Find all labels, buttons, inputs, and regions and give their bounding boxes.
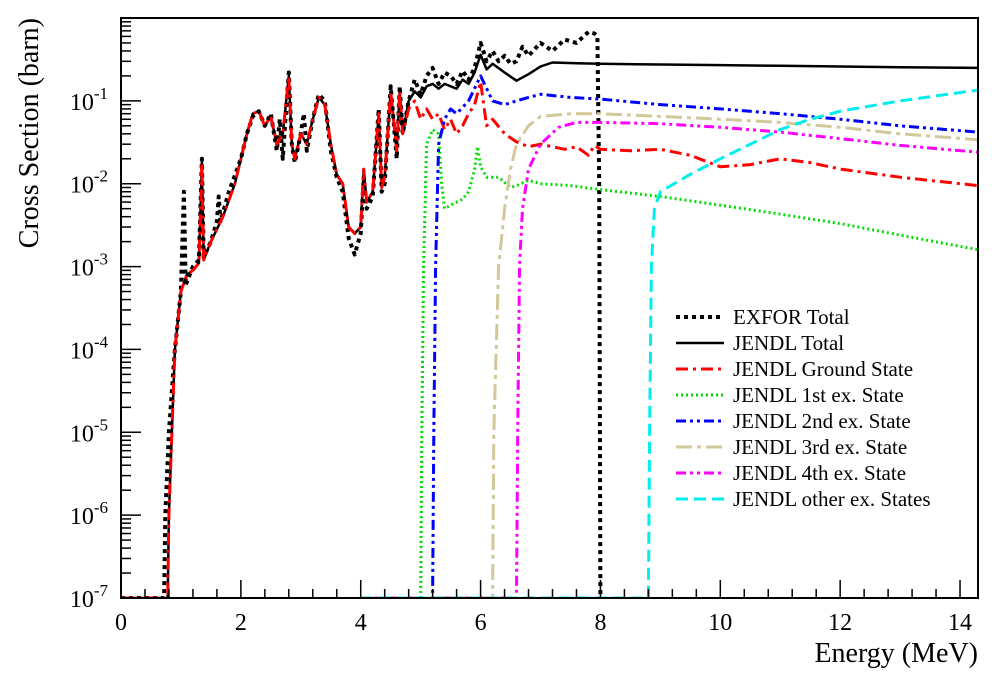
- series-layer: [121, 29, 978, 598]
- x-axis-title: Energy (MeV): [814, 638, 978, 669]
- x-axis-ticks: 0 2 4 6 8 10 12 14: [115, 580, 972, 636]
- legend-label-jendl-other-ex-states: JENDL other ex. States: [733, 487, 931, 511]
- y-tick-label: 10-3: [70, 250, 108, 282]
- legend-label-jendl-4th-ex-state: JENDL 4th ex. State: [733, 461, 906, 485]
- legend-label-jendl-ground-state: JENDL Ground State: [733, 357, 913, 381]
- legend-label-jendl-1st-ex-state: JENDL 1st ex. State: [733, 383, 904, 407]
- x-tick-label: 0: [115, 610, 127, 636]
- legend-label-exfor-total: EXFOR Total: [733, 305, 850, 329]
- x-tick-label: 10: [708, 610, 732, 636]
- x-tick-label: 8: [594, 610, 606, 636]
- y-tick-label: 10-4: [70, 332, 109, 364]
- y-tick-label: 10-6: [70, 498, 108, 530]
- y-tick-label: 10-1: [70, 84, 108, 116]
- series-jendl-2nd-ex-state: [360, 74, 978, 598]
- x-tick-label: 14: [948, 610, 972, 636]
- x-tick-label: 6: [475, 610, 487, 636]
- legend-label-jendl-2nd-ex-state: JENDL 2nd ex. State: [733, 409, 911, 433]
- y-axis-ticks: 10-7 10-6 10-5 10-4 10-3 10-2 10-1: [70, 21, 141, 613]
- series-jendl-1st-ex-state: [360, 128, 978, 598]
- y-tick-label: 10-5: [70, 415, 108, 447]
- legend-label-jendl-3rd-ex-state: JENDL 3rd ex. State: [733, 435, 907, 459]
- x-tick-label: 4: [355, 610, 367, 636]
- x-tick-label: 2: [235, 610, 247, 636]
- legend-label-jendl-total: JENDL Total: [733, 331, 844, 355]
- y-tick-label: 10-2: [70, 167, 108, 199]
- y-axis-title: Cross Section (barn): [14, 18, 45, 248]
- plot-frame: [120, 17, 979, 599]
- series-jendl-other-ex-states: [360, 88, 978, 598]
- y-tick-label: 10-7: [70, 581, 109, 613]
- series-jendl-4th-ex-state: [360, 120, 978, 598]
- series-exfor-total: [121, 29, 603, 598]
- x-tick-label: 12: [828, 610, 852, 636]
- series-jendl-ground-state: [121, 74, 978, 598]
